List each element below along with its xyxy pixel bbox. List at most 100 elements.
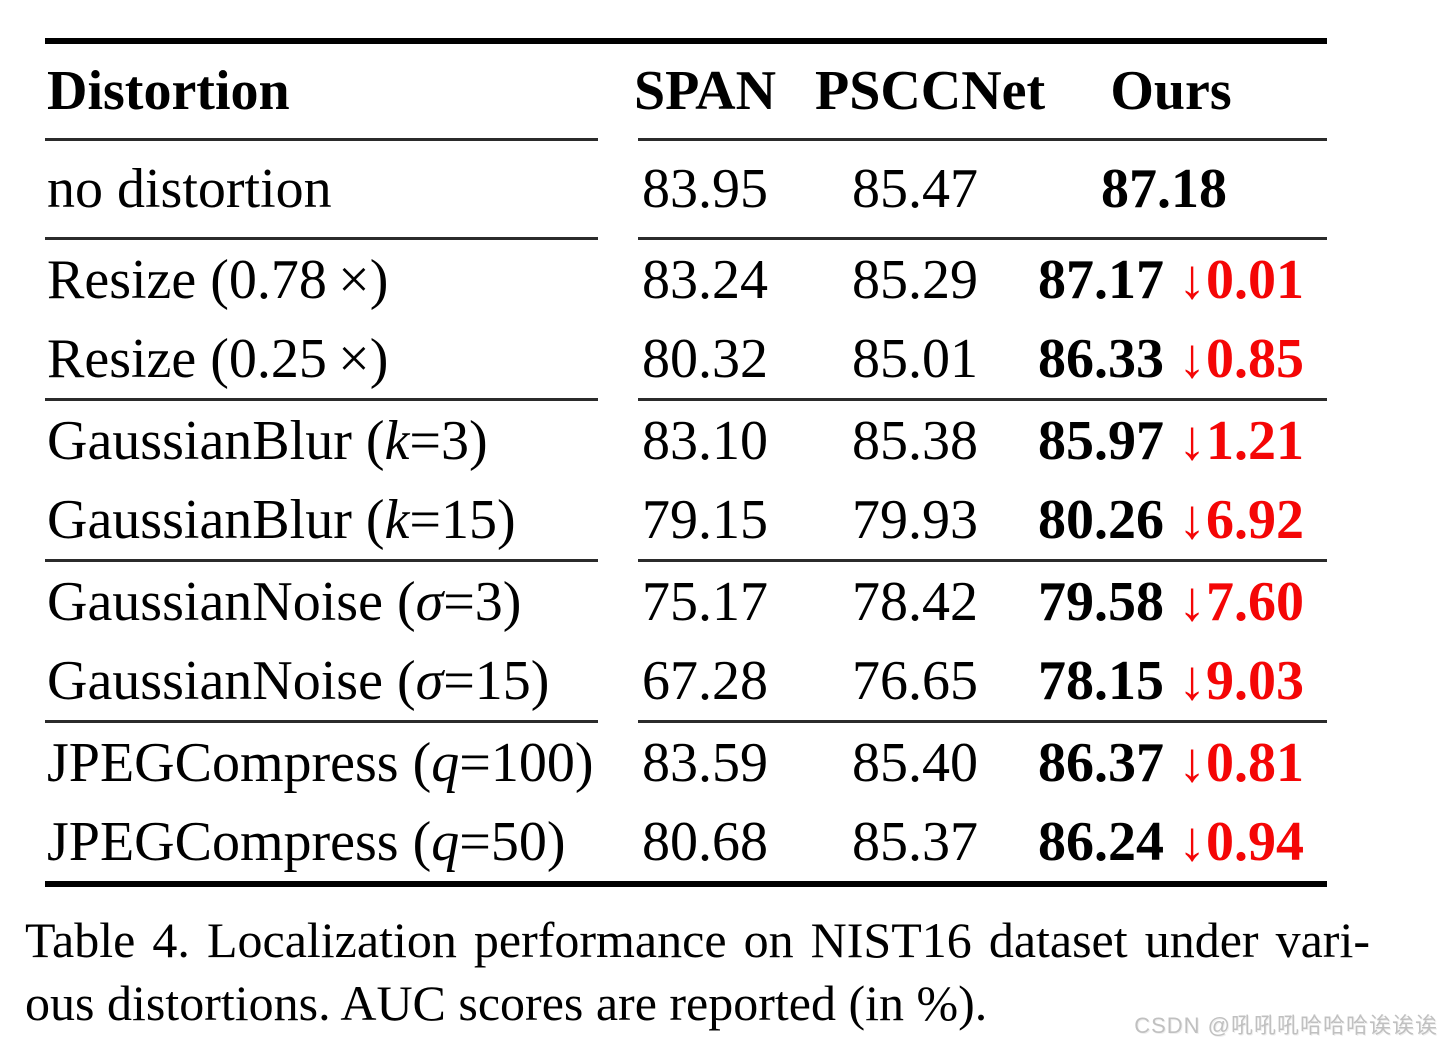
ours-score-cell: 87.18 — [1015, 161, 1327, 217]
rule-segment-left — [45, 237, 598, 240]
csdn-watermark: CSDN @吼吼吼哈哈哈诶诶诶 — [1134, 1013, 1438, 1038]
ours-score: 87.17 — [1038, 248, 1164, 311]
distortion-text: GaussianNoise ( — [47, 570, 416, 633]
group-divider-rule — [45, 237, 1327, 240]
rule-segment-right — [638, 398, 1327, 401]
rule-segment-left — [45, 398, 598, 401]
psccnet-score: 85.38 — [852, 409, 978, 472]
psccnet-score: 85.29 — [852, 248, 978, 311]
resize-group: Resize (0.78 ×) 83.24 85.29 87.17 ↓0.01 R… — [45, 240, 1327, 398]
table-row-resize-078: Resize (0.78 ×) 83.24 85.29 87.17 ↓0.01 — [45, 240, 1327, 319]
distortion-text: JPEGCompress ( — [47, 731, 432, 794]
jpegcompress-group: JPEGCompress (q=100) 83.59 85.40 86.37 ↓0… — [45, 723, 1327, 881]
distortion-text-post: ×) — [326, 248, 389, 311]
distortion-variable: k — [384, 409, 410, 472]
span-score: 75.17 — [642, 570, 768, 633]
psccnet-score: 76.65 — [852, 649, 978, 712]
table-top-rule — [45, 38, 1327, 44]
distortion-text-post: ×) — [326, 327, 389, 390]
distortion-label: GaussianBlur (k=15) — [45, 492, 595, 548]
ours-score: 79.58 — [1038, 570, 1164, 633]
ours-score-cell: 80.26 ↓6.92 — [1015, 492, 1327, 548]
distortion-label: no distortion — [45, 161, 595, 217]
rule-segment-left — [45, 720, 598, 723]
distortion-variable: q — [431, 810, 460, 873]
ours-delta: ↓0.81 — [1178, 731, 1304, 794]
distortion-variable: σ — [415, 649, 444, 712]
ours-score: 86.24 — [1038, 810, 1164, 873]
table-caption: Table 4. Localization performance on NIS… — [25, 909, 1370, 1035]
ours-score: 78.15 — [1038, 649, 1164, 712]
distortion-text: JPEGCompress ( — [47, 810, 432, 873]
ours-delta: ↓0.01 — [1178, 248, 1304, 311]
ours-delta: ↓1.21 — [1178, 409, 1304, 472]
column-header-ours: Ours — [1110, 60, 1232, 122]
gaussianblur-group: GaussianBlur (k=3) 83.10 85.38 85.97 ↓1.2… — [45, 401, 1327, 559]
table-row-gaussianblur-k3: GaussianBlur (k=3) 83.10 85.38 85.97 ↓1.2… — [45, 401, 1327, 480]
ours-score-cell: 87.17 ↓0.01 — [1015, 252, 1327, 308]
distortion-text-post: =15) — [443, 649, 550, 712]
distortion-text: GaussianBlur ( — [47, 409, 385, 472]
distortion-text-post: =15) — [409, 488, 516, 551]
gaussiannoise-group: GaussianNoise (σ=3) 75.17 78.42 79.58 ↓7.… — [45, 562, 1327, 720]
table-row-resize-025: Resize (0.25 ×) 80.32 85.01 86.33 ↓0.85 — [45, 319, 1327, 398]
column-header-distortion: Distortion — [47, 60, 290, 122]
table-row-no-distortion: no distortion 83.95 85.47 87.18 — [45, 141, 1327, 237]
header-divider-rule — [45, 138, 1327, 141]
ours-delta: ↓6.92 — [1178, 488, 1304, 551]
rule-segment-right — [638, 237, 1327, 240]
ours-delta: ↓7.60 — [1178, 570, 1304, 633]
rule-segment-gap — [598, 559, 638, 562]
distortion-text: Resize (0.25 — [47, 327, 327, 390]
distortion-label: Resize (0.25 ×) — [45, 331, 595, 387]
distortion-variable: k — [384, 488, 410, 551]
distortion-label: GaussianNoise (σ=15) — [45, 653, 595, 709]
table-header-row: Distortion SPAN PSCCNet Ours — [45, 44, 1327, 138]
group-divider-rule — [45, 720, 1327, 723]
rule-segment-gap — [598, 138, 638, 141]
ours-score: 86.37 — [1038, 731, 1164, 794]
rule-segment-gap — [598, 720, 638, 723]
ours-score: 86.33 — [1038, 327, 1164, 390]
ours-score: 85.97 — [1038, 409, 1164, 472]
span-score: 79.15 — [642, 488, 768, 551]
rule-segment-right — [638, 138, 1327, 141]
distortion-text-post: =3) — [409, 409, 488, 472]
column-header-span: SPAN — [633, 60, 777, 122]
group-divider-rule — [45, 559, 1327, 562]
psccnet-score: 85.37 — [852, 810, 978, 873]
rule-segment-left — [45, 559, 598, 562]
table-row-gaussiannoise-s3: GaussianNoise (σ=3) 75.17 78.42 79.58 ↓7.… — [45, 562, 1327, 641]
psccnet-score: 85.40 — [852, 731, 978, 794]
ours-score: 80.26 — [1038, 488, 1164, 551]
distortion-label: JPEGCompress (q=50) — [45, 814, 595, 870]
caption-line-1: Table 4. Localization performance on NIS… — [25, 912, 1370, 968]
table-row-gaussianblur-k15: GaussianBlur (k=15) 79.15 79.93 80.26 ↓6.… — [45, 480, 1327, 559]
ours-score-cell: 79.58 ↓7.60 — [1015, 574, 1327, 630]
ours-score-cell: 86.24 ↓0.94 — [1015, 814, 1327, 870]
distortion-text-post: =50) — [459, 810, 566, 873]
distortion-text-post: =100) — [459, 731, 594, 794]
span-score: 67.28 — [642, 649, 768, 712]
span-score: 83.95 — [642, 158, 768, 220]
ours-score-cell: 86.33 ↓0.85 — [1015, 331, 1327, 387]
ours-delta: ↓0.85 — [1178, 327, 1304, 390]
column-header-psccnet: PSCCNet — [815, 60, 1046, 122]
psccnet-score: 85.01 — [852, 327, 978, 390]
distortion-text: GaussianNoise ( — [47, 649, 416, 712]
rule-segment-gap — [598, 237, 638, 240]
rule-segment-left — [45, 138, 598, 141]
results-table: Distortion SPAN PSCCNet Ours no distorti… — [45, 38, 1327, 887]
distortion-text: GaussianBlur ( — [47, 488, 385, 551]
distortion-label: GaussianBlur (k=3) — [45, 413, 595, 469]
span-score: 83.59 — [642, 731, 768, 794]
psccnet-score: 85.47 — [852, 158, 978, 220]
distortion-variable: q — [431, 731, 460, 794]
psccnet-score: 78.42 — [852, 570, 978, 633]
table-row-gaussiannoise-s15: GaussianNoise (σ=15) 67.28 76.65 78.15 ↓9… — [45, 641, 1327, 720]
rule-segment-gap — [598, 398, 638, 401]
distortion-label: JPEGCompress (q=100) — [45, 735, 595, 791]
span-score: 80.68 — [642, 810, 768, 873]
ours-delta: ↓0.94 — [1178, 810, 1304, 873]
distortion-text: Resize (0.78 — [47, 248, 327, 311]
